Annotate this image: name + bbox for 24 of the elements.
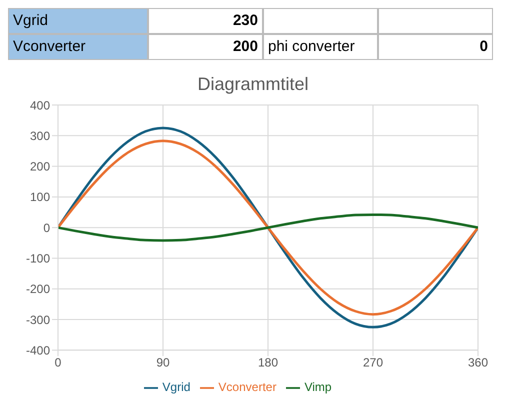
x-tick-label: 180: [258, 356, 278, 370]
x-tick-label: 360: [468, 356, 488, 370]
x-tick-label: 90: [156, 356, 170, 370]
y-tick-label: -400: [26, 343, 50, 358]
y-tick-label: -200: [26, 282, 50, 296]
text: phi converter: [263, 34, 378, 60]
legend-label: Vimp: [304, 380, 332, 394]
text: Vconverter: [8, 34, 148, 60]
y-tick-label: -100: [26, 251, 50, 266]
text: 0: [378, 34, 493, 60]
text: Vgrid: [8, 8, 148, 34]
y-tick-label: 200: [30, 160, 50, 174]
chart-title: Diagrammtitel: [196, 74, 310, 95]
y-tick-label: -300: [26, 312, 50, 327]
text: 200: [148, 34, 263, 60]
text: 230: [148, 8, 263, 34]
x-tick-label: 270: [362, 356, 384, 370]
y-tick-label: 400: [30, 98, 50, 112]
legend-label: Vgrid: [162, 380, 190, 394]
legend-label: Vconverter: [218, 380, 276, 394]
y-tick-label: 100: [30, 190, 50, 204]
y-tick-label: 300: [30, 128, 50, 143]
x-tick-label: 0: [54, 356, 62, 370]
y-tick-label: 0: [43, 220, 50, 235]
